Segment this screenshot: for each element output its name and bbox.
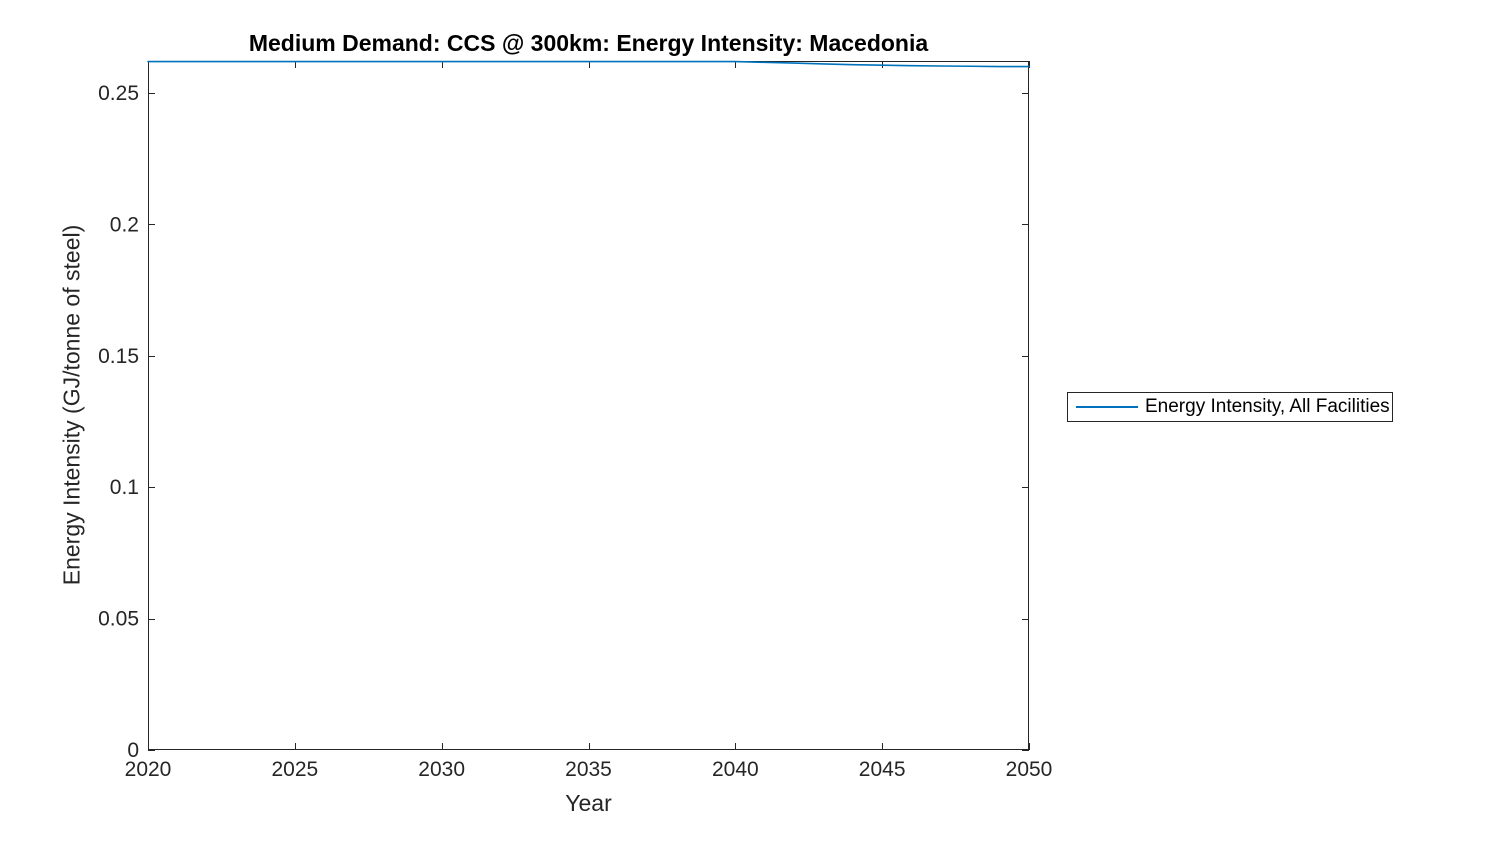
chart-title: Medium Demand: CCS @ 300km: Energy Inten… (248, 30, 929, 56)
legend-line-sample-icon (1076, 406, 1138, 408)
y-tick-label: 0 (127, 739, 139, 762)
y-tick-label: 0.25 (98, 82, 139, 105)
x-tick-label: 2020 (125, 758, 172, 781)
x-tick-label: 2045 (859, 758, 906, 781)
x-tick-label: 2030 (418, 758, 465, 781)
x-axis-label: Year (565, 790, 612, 816)
y-tick-label: 0.05 (98, 608, 139, 631)
axes-box (148, 61, 1029, 750)
x-tick-label: 2035 (565, 758, 612, 781)
legend-box: Energy Intensity, All Facilities (1067, 392, 1393, 422)
x-tick-label: 2050 (1006, 758, 1053, 781)
y-tick-label: 0.15 (98, 345, 139, 368)
data-line (147, 60, 1030, 68)
x-tick-label: 2040 (712, 758, 759, 781)
legend-entry-label: Energy Intensity, All Facilities (1145, 396, 1390, 417)
y-tick-label: 0.1 (110, 476, 139, 499)
y-tick-label: 0.2 (110, 213, 139, 236)
x-tick-label: 2025 (271, 758, 318, 781)
